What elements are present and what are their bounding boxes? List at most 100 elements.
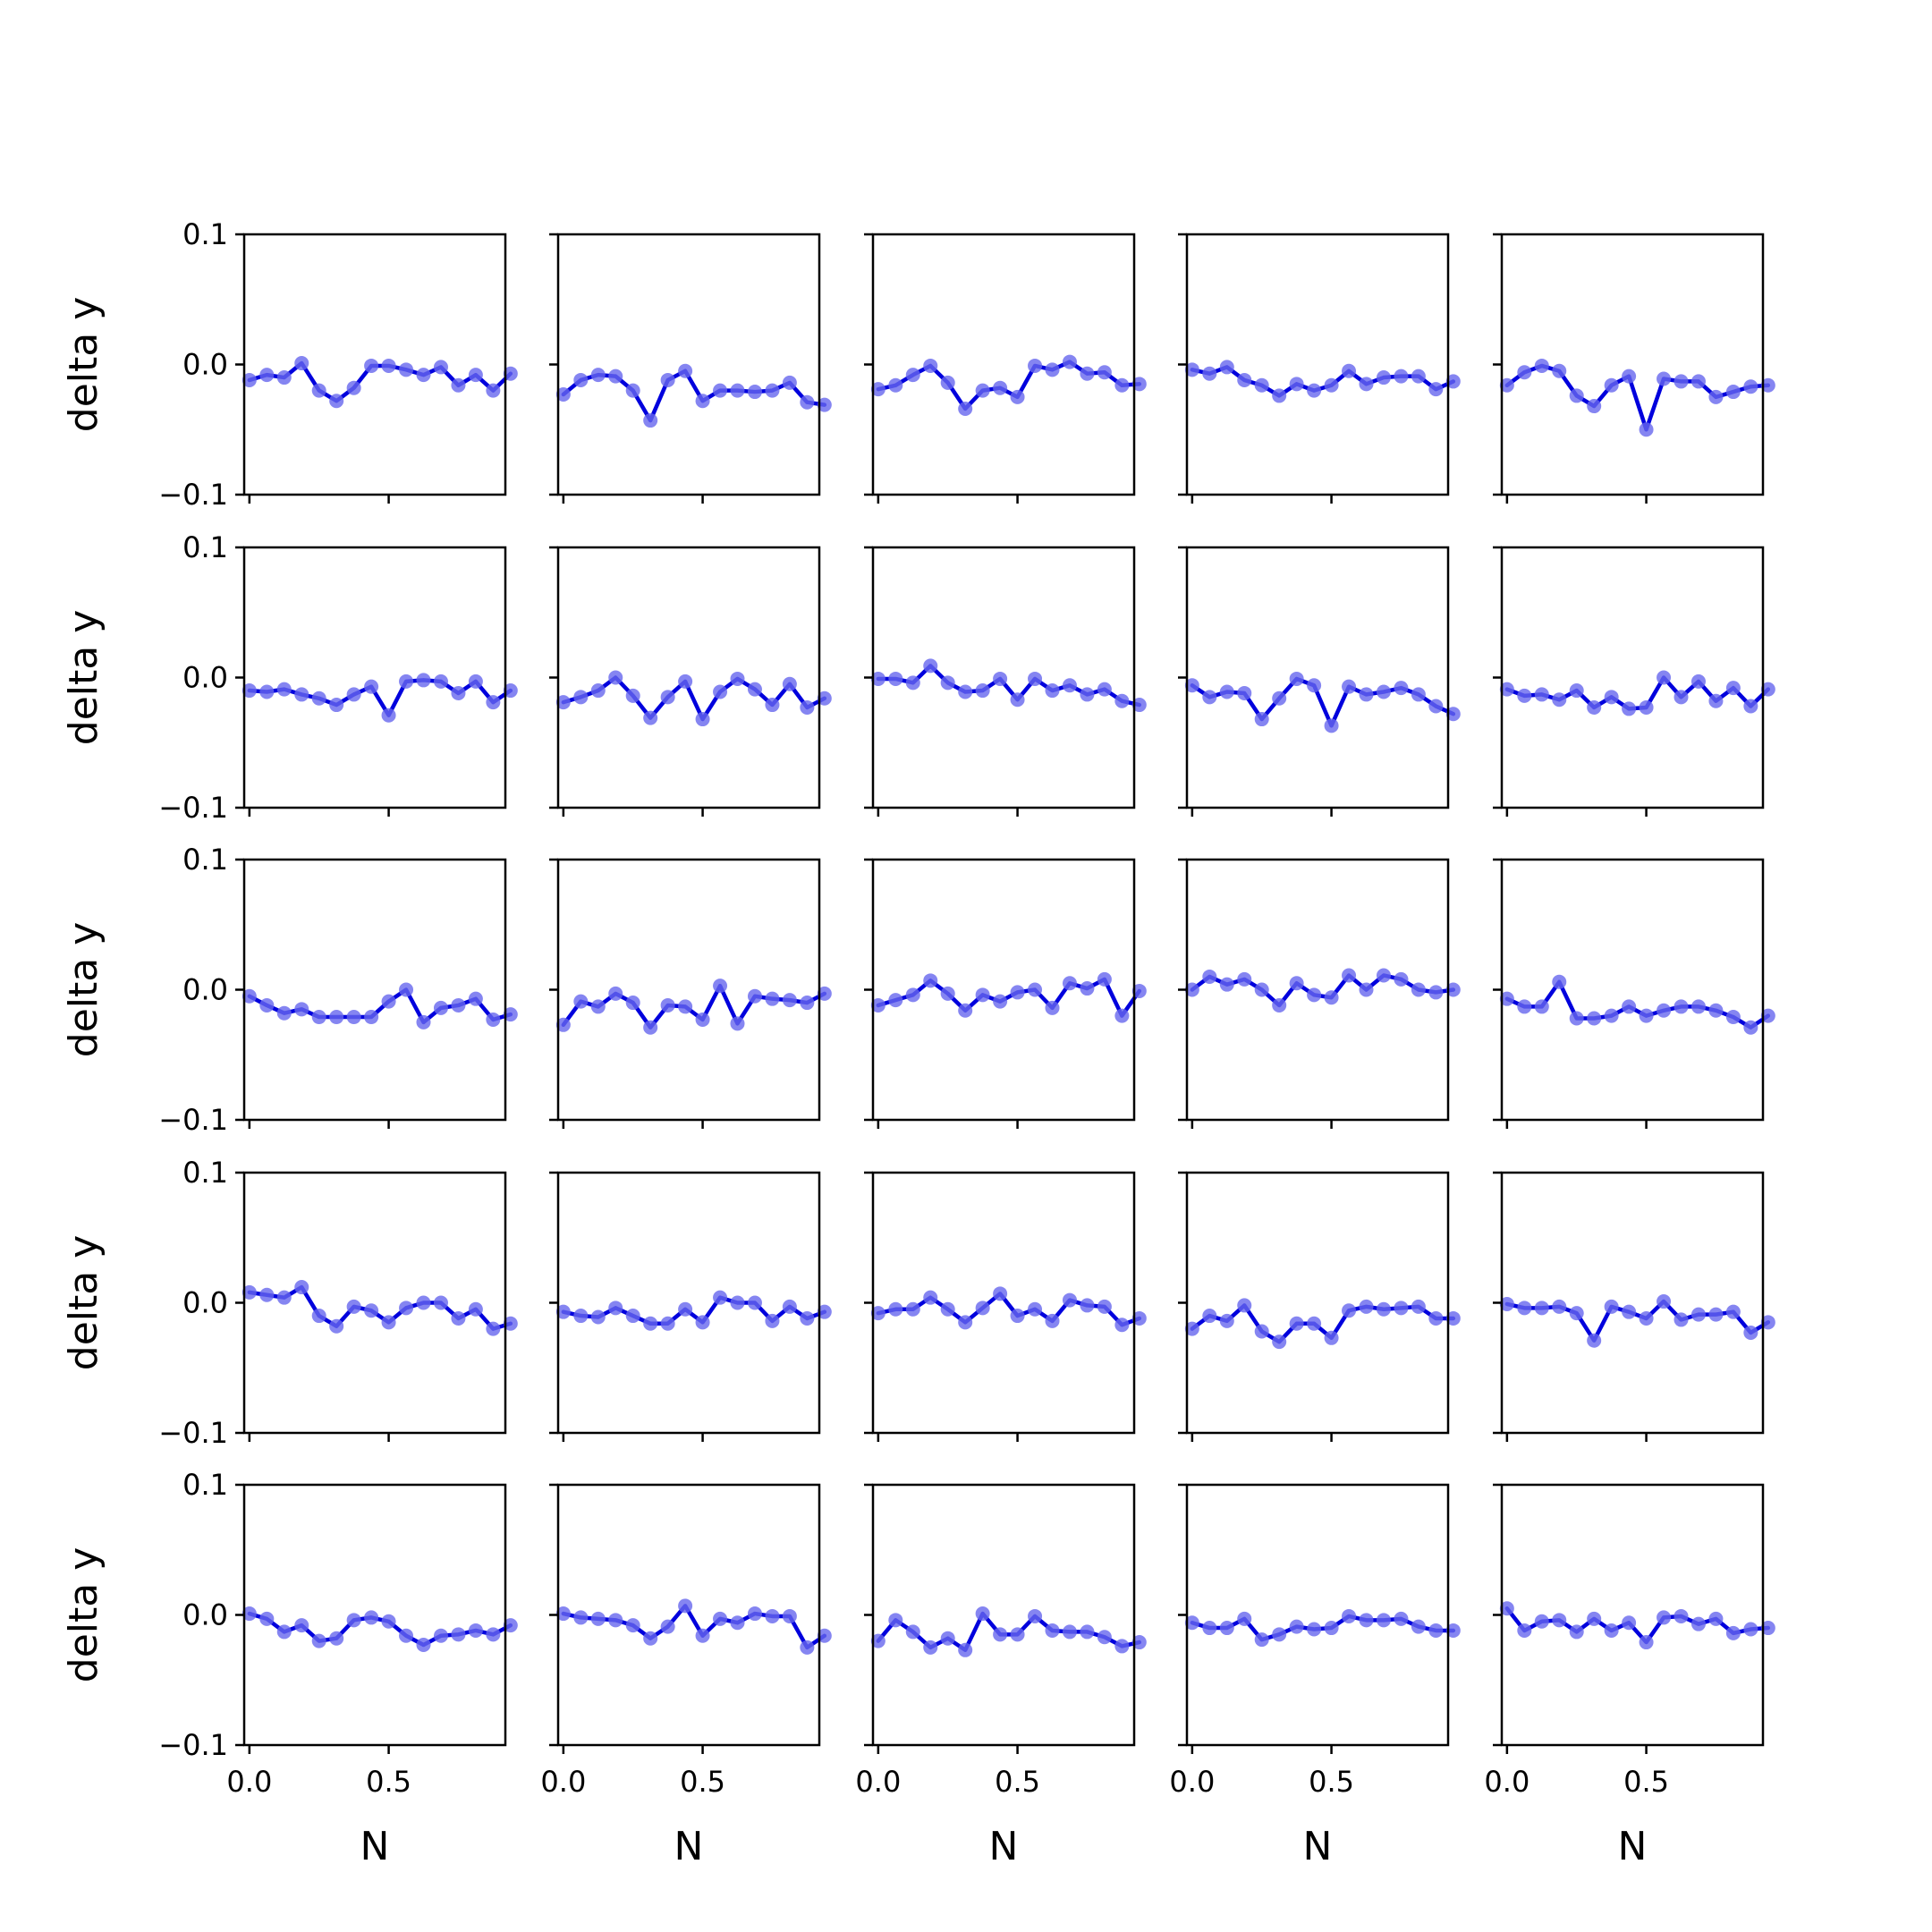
data-point <box>555 695 571 710</box>
data-point <box>608 1301 623 1316</box>
data-point <box>1219 360 1234 375</box>
y-tick-label: 0.0 <box>182 348 228 382</box>
data-point <box>1725 681 1741 696</box>
data-point <box>433 360 448 375</box>
data-point <box>329 1010 344 1025</box>
data-point <box>486 1627 501 1642</box>
data-point <box>276 1290 292 1305</box>
series-line <box>1504 1606 1771 1645</box>
subplot-r2-c2 <box>864 858 1147 1129</box>
data-point <box>1534 358 1549 373</box>
data-point <box>1062 976 1077 991</box>
data-point <box>381 994 396 1009</box>
data-point <box>468 991 483 1006</box>
data-point <box>416 1014 431 1030</box>
data-point <box>1028 358 1043 373</box>
data-point <box>468 1623 483 1638</box>
data-point <box>1131 983 1147 998</box>
data-point <box>1114 693 1130 708</box>
data-point <box>1307 987 1322 1003</box>
data-point <box>1639 1635 1654 1650</box>
series-line <box>561 675 827 722</box>
data-point <box>800 1310 815 1326</box>
series-line <box>876 360 1142 411</box>
data-point <box>1604 690 1619 705</box>
data-point <box>1359 1613 1374 1628</box>
x-axis-label: N <box>1618 1824 1648 1869</box>
data-point <box>958 684 973 699</box>
data-point <box>1272 388 1287 403</box>
series-line <box>1504 1299 1771 1343</box>
data-point <box>958 401 973 416</box>
data-point <box>1690 374 1706 389</box>
data-point <box>451 1310 466 1326</box>
data-point <box>695 1628 710 1643</box>
y-axis-label: delta y <box>61 610 106 745</box>
data-point <box>1657 1610 1672 1625</box>
data-point <box>713 684 728 699</box>
data-point <box>958 1315 973 1330</box>
data-point <box>817 1628 832 1643</box>
data-point <box>1272 1627 1287 1642</box>
data-point <box>1010 1627 1025 1642</box>
data-point <box>1743 699 1758 714</box>
data-point <box>940 986 955 1001</box>
data-point <box>1517 365 1532 380</box>
data-point <box>433 674 448 689</box>
data-point <box>1114 1639 1130 1654</box>
data-point <box>1743 1325 1758 1340</box>
data-point <box>643 710 658 725</box>
data-point <box>888 1613 903 1628</box>
data-point <box>1131 1635 1147 1650</box>
data-point <box>590 1309 606 1325</box>
data-point <box>311 383 326 398</box>
data-point <box>346 687 361 702</box>
data-point <box>817 986 832 1001</box>
subplot-r0-c0: −0.1 0.0 0.1 delta y <box>61 217 518 512</box>
data-point <box>905 1624 920 1640</box>
data-point <box>399 674 414 689</box>
data-point <box>311 1309 326 1324</box>
data-point <box>782 375 797 390</box>
y-tick-label: 0.1 <box>182 1156 228 1190</box>
data-point <box>1587 1611 1602 1626</box>
data-point <box>870 997 886 1013</box>
data-point <box>1690 1307 1706 1322</box>
data-point <box>1517 688 1532 703</box>
data-point <box>1743 379 1758 394</box>
data-point <box>643 1020 658 1035</box>
data-point <box>993 1286 1008 1301</box>
data-point <box>1114 377 1130 393</box>
data-point <box>1587 1333 1602 1348</box>
data-point <box>346 380 361 395</box>
y-tick-label: 0.0 <box>182 973 228 1007</box>
data-point <box>1376 684 1391 699</box>
data-point <box>678 999 693 1014</box>
data-point <box>311 691 326 706</box>
data-point <box>329 394 344 409</box>
data-point <box>259 997 275 1013</box>
data-point <box>1445 374 1461 389</box>
data-point <box>1202 969 1217 984</box>
data-point <box>1674 690 1689 705</box>
data-point <box>888 377 903 393</box>
data-point <box>1131 1310 1147 1326</box>
data-point <box>975 1606 990 1622</box>
x-axis-label: N <box>989 1824 1019 1869</box>
data-point <box>1708 389 1724 404</box>
data-point <box>503 1618 518 1633</box>
data-point <box>660 690 675 705</box>
data-point <box>1552 363 1567 378</box>
data-point <box>1010 692 1025 708</box>
data-point <box>888 671 903 686</box>
series-line <box>247 1284 513 1331</box>
y-tick-label: 0.1 <box>182 1468 228 1502</box>
data-point <box>1760 377 1775 393</box>
data-point <box>1639 1310 1654 1326</box>
data-point <box>1534 687 1549 702</box>
data-point <box>1569 1306 1584 1321</box>
data-point <box>451 1627 466 1642</box>
subplot-r0-c1 <box>549 233 832 504</box>
data-point <box>1028 1608 1043 1623</box>
data-point <box>1657 1294 1672 1309</box>
